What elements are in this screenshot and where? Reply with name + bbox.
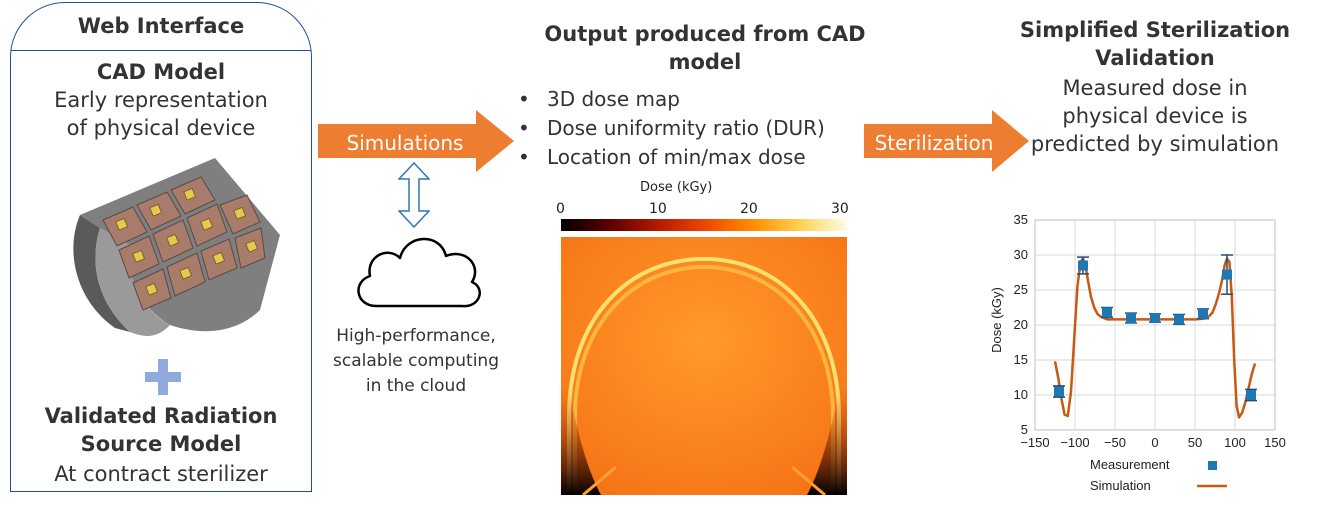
y-axis-label: Dose (kGy) [989,287,1004,353]
legend-measurement-label: Measurement [1090,457,1170,472]
cloud-icon [357,237,481,308]
cad-device-image [73,158,280,336]
sterilization-desc-line1: Measured dose in [1062,76,1248,100]
bullet-item: Dose uniformity ratio (DUR) [515,114,885,143]
x-tick-label: 0 [1151,435,1158,450]
colorbar-tick: 20 [740,201,758,217]
output-bullet-list: 3D dose map Dose uniformity ratio (DUR) … [515,85,885,172]
sterilization-desc-line2: physical device is [1062,104,1248,128]
x-tick-label: 50 [1188,435,1202,450]
dose-chart: Dose (kGy) −150 −100 −50 0 50 100 150 5 10 15 20 25… [989,212,1286,493]
y-tick-label: 10 [1014,387,1028,402]
y-tick-label: 15 [1014,352,1028,367]
measurement-point [1198,308,1208,319]
cloud-text-line2: scalable computing [333,351,499,371]
x-tick-label: 150 [1264,435,1286,450]
x-tick-label: −100 [1060,435,1089,450]
x-tick-label: 100 [1224,435,1246,450]
web-interface-title: Web Interface [77,14,245,38]
cloud-text-line3: in the cloud [365,376,467,396]
colorbar-label: Dose (kGy) [640,180,713,195]
simulations-arrow [318,110,514,172]
cloud-text-line1: High-performance, [336,326,496,346]
web-interface-panel [10,2,312,492]
legend-measurement-marker [1208,461,1217,470]
y-tick-label: 5 [1021,422,1028,437]
bullet-item: Location of min/max dose [515,143,885,172]
legend-simulation-label: Simulation [1090,478,1151,493]
sterilization-title-line2: Validation [1095,46,1215,70]
panel-divider [11,50,311,51]
colorbar-tick: 30 [831,201,849,217]
x-tick-label: −50 [1104,435,1126,450]
measurement-point [1102,307,1112,318]
sterilization-desc-line3: predicted by simulation [1030,132,1280,156]
x-tick-label: −150 [1020,435,1049,450]
dose-map-image [561,237,847,495]
colorbar-tick: 10 [649,201,667,217]
cad-desc-line1: Early representation [54,88,268,112]
y-tick-label: 20 [1014,317,1028,332]
source-title-line1: Validated Radiation [44,404,278,428]
cad-desc-line2: of physical device [66,116,256,140]
y-tick-label: 35 [1014,212,1028,227]
output-title-line1: Output produced from CAD [544,22,866,46]
source-title-line2: Source Model [80,432,242,456]
sterilization-label: Sterilization [874,131,994,155]
measurement-point [1150,313,1160,323]
measurement-point [1246,390,1256,400]
sterilization-arrow [864,110,1029,172]
y-tick-label: 25 [1014,282,1028,297]
measurement-point [1222,269,1232,280]
bullet-item: 3D dose map [515,85,885,114]
cad-model-title: CAD Model [96,60,226,84]
y-tick-label: 30 [1014,247,1028,262]
plot-frame [1034,219,1276,431]
sterilization-title-line1: Simplified Sterilization [1019,18,1291,42]
source-desc: At contract sterilizer [54,462,268,486]
simulation-line [1053,257,1257,419]
simulations-label: Simulations [346,131,464,155]
measurement-point [1078,260,1088,271]
colorbar-tick: 0 [556,201,565,217]
plus-icon [145,359,181,395]
colorbar [561,219,847,231]
output-title-line2: model [668,50,742,74]
measurement-point [1126,313,1136,323]
measurement-point [1174,314,1184,325]
double-arrow-icon [398,162,430,228]
measurement-point [1054,386,1064,397]
